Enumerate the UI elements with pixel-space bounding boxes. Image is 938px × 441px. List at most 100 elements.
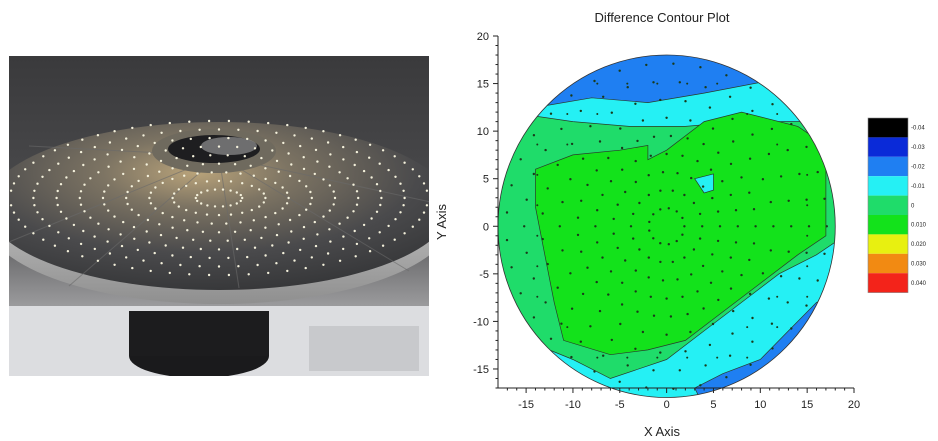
sample-point [690, 273, 693, 276]
sample-point [593, 79, 596, 83]
photo-dot [328, 165, 331, 168]
photo-dot [290, 230, 293, 233]
sample-point [544, 301, 547, 304]
sample-point [732, 309, 735, 313]
photo-dot [153, 251, 156, 255]
photo-dot [108, 252, 112, 255]
sample-point [729, 256, 732, 259]
photo-dot [33, 204, 36, 207]
photo-dot [82, 229, 85, 233]
photo-dot [186, 164, 189, 167]
sample-point [632, 212, 635, 216]
photo-dot [42, 238, 45, 241]
sample-point [581, 157, 585, 160]
photo-dot [329, 153, 332, 156]
photo-dot [146, 174, 150, 178]
photo-dot [250, 208, 253, 212]
sample-point [709, 281, 713, 284]
photo-dot [235, 191, 238, 194]
photo-dot [181, 147, 185, 150]
photo-dot [352, 183, 355, 186]
photo-dot [362, 223, 366, 227]
photo-dot [126, 190, 129, 194]
photo-dot [66, 143, 70, 146]
sample-point [683, 193, 686, 197]
sample-point [589, 125, 592, 128]
x-tick-label: 10 [754, 399, 766, 411]
photo-dot [136, 248, 139, 252]
photo-dot [304, 126, 307, 130]
sample-point [751, 109, 754, 113]
photo-dot [217, 179, 221, 183]
x-tick-label: 5 [710, 399, 716, 411]
photo-dot [236, 247, 239, 251]
legend-label: 0.020 [911, 242, 927, 248]
sample-point [704, 86, 707, 89]
photo-dot [236, 145, 239, 149]
photo-dot [107, 184, 110, 187]
sample-point [665, 333, 668, 336]
sample-point [561, 249, 564, 252]
photo-dot [56, 203, 59, 207]
photo-dot [342, 145, 345, 149]
sample-point [544, 148, 547, 152]
photo-dot [196, 172, 199, 175]
photo-dot [188, 273, 191, 276]
sample-point [696, 290, 699, 293]
sample-point [560, 322, 563, 325]
photo-dot [355, 203, 359, 206]
photo-dot [79, 203, 83, 206]
photo-dot [368, 250, 372, 253]
photo-dot [133, 237, 136, 240]
sample-point [732, 140, 735, 143]
photo-dot [12, 211, 16, 214]
photo-dot [258, 188, 261, 191]
sample-point [556, 163, 559, 167]
legend-frame [867, 117, 909, 293]
sample-point [702, 142, 705, 146]
photo-dot [149, 191, 153, 194]
photo-dot [316, 160, 319, 163]
photo-dot [103, 190, 106, 193]
photo-dot [313, 220, 316, 224]
photo-dot [171, 196, 174, 200]
photo-dot [239, 221, 242, 224]
photo-dot [346, 177, 349, 180]
photo-dot [148, 241, 151, 244]
photo-dot [274, 181, 277, 185]
sample-point [805, 304, 808, 307]
sample-point [566, 326, 569, 329]
photo-dot [277, 170, 280, 173]
photo-dot [253, 147, 257, 150]
sample-point [629, 225, 633, 228]
sample-point [786, 148, 789, 152]
sample-point [634, 290, 637, 293]
photo-dot [133, 156, 136, 159]
sample-point [566, 113, 569, 115]
photo-dot [277, 223, 280, 226]
sample-point [681, 154, 684, 157]
photo-dot [379, 189, 382, 193]
photo-dot [65, 176, 68, 179]
sample-point [586, 183, 589, 187]
photo-dot [89, 216, 92, 219]
sample-point [619, 127, 622, 130]
photo-dot [243, 238, 246, 241]
photo-dot [217, 145, 221, 148]
photo-dot [411, 225, 414, 228]
sample-point [656, 356, 659, 359]
sample-point [610, 338, 613, 342]
photo-dot [32, 232, 35, 235]
x-tick-label: -15 [518, 399, 534, 411]
photo-dot [113, 178, 116, 181]
sample-point [725, 376, 728, 379]
sample-point [728, 354, 732, 357]
sample-point [746, 113, 749, 115]
photo-dot [173, 192, 176, 195]
photo-dot [252, 174, 255, 177]
photo-dot [200, 191, 203, 194]
legend: -0.04 -0.03 -0.02 -0.01 0 0.010 0.020 0.030 0.04… [867, 117, 927, 293]
sample-point [665, 116, 668, 120]
photo-dot [149, 269, 152, 273]
sample-point [649, 154, 652, 157]
